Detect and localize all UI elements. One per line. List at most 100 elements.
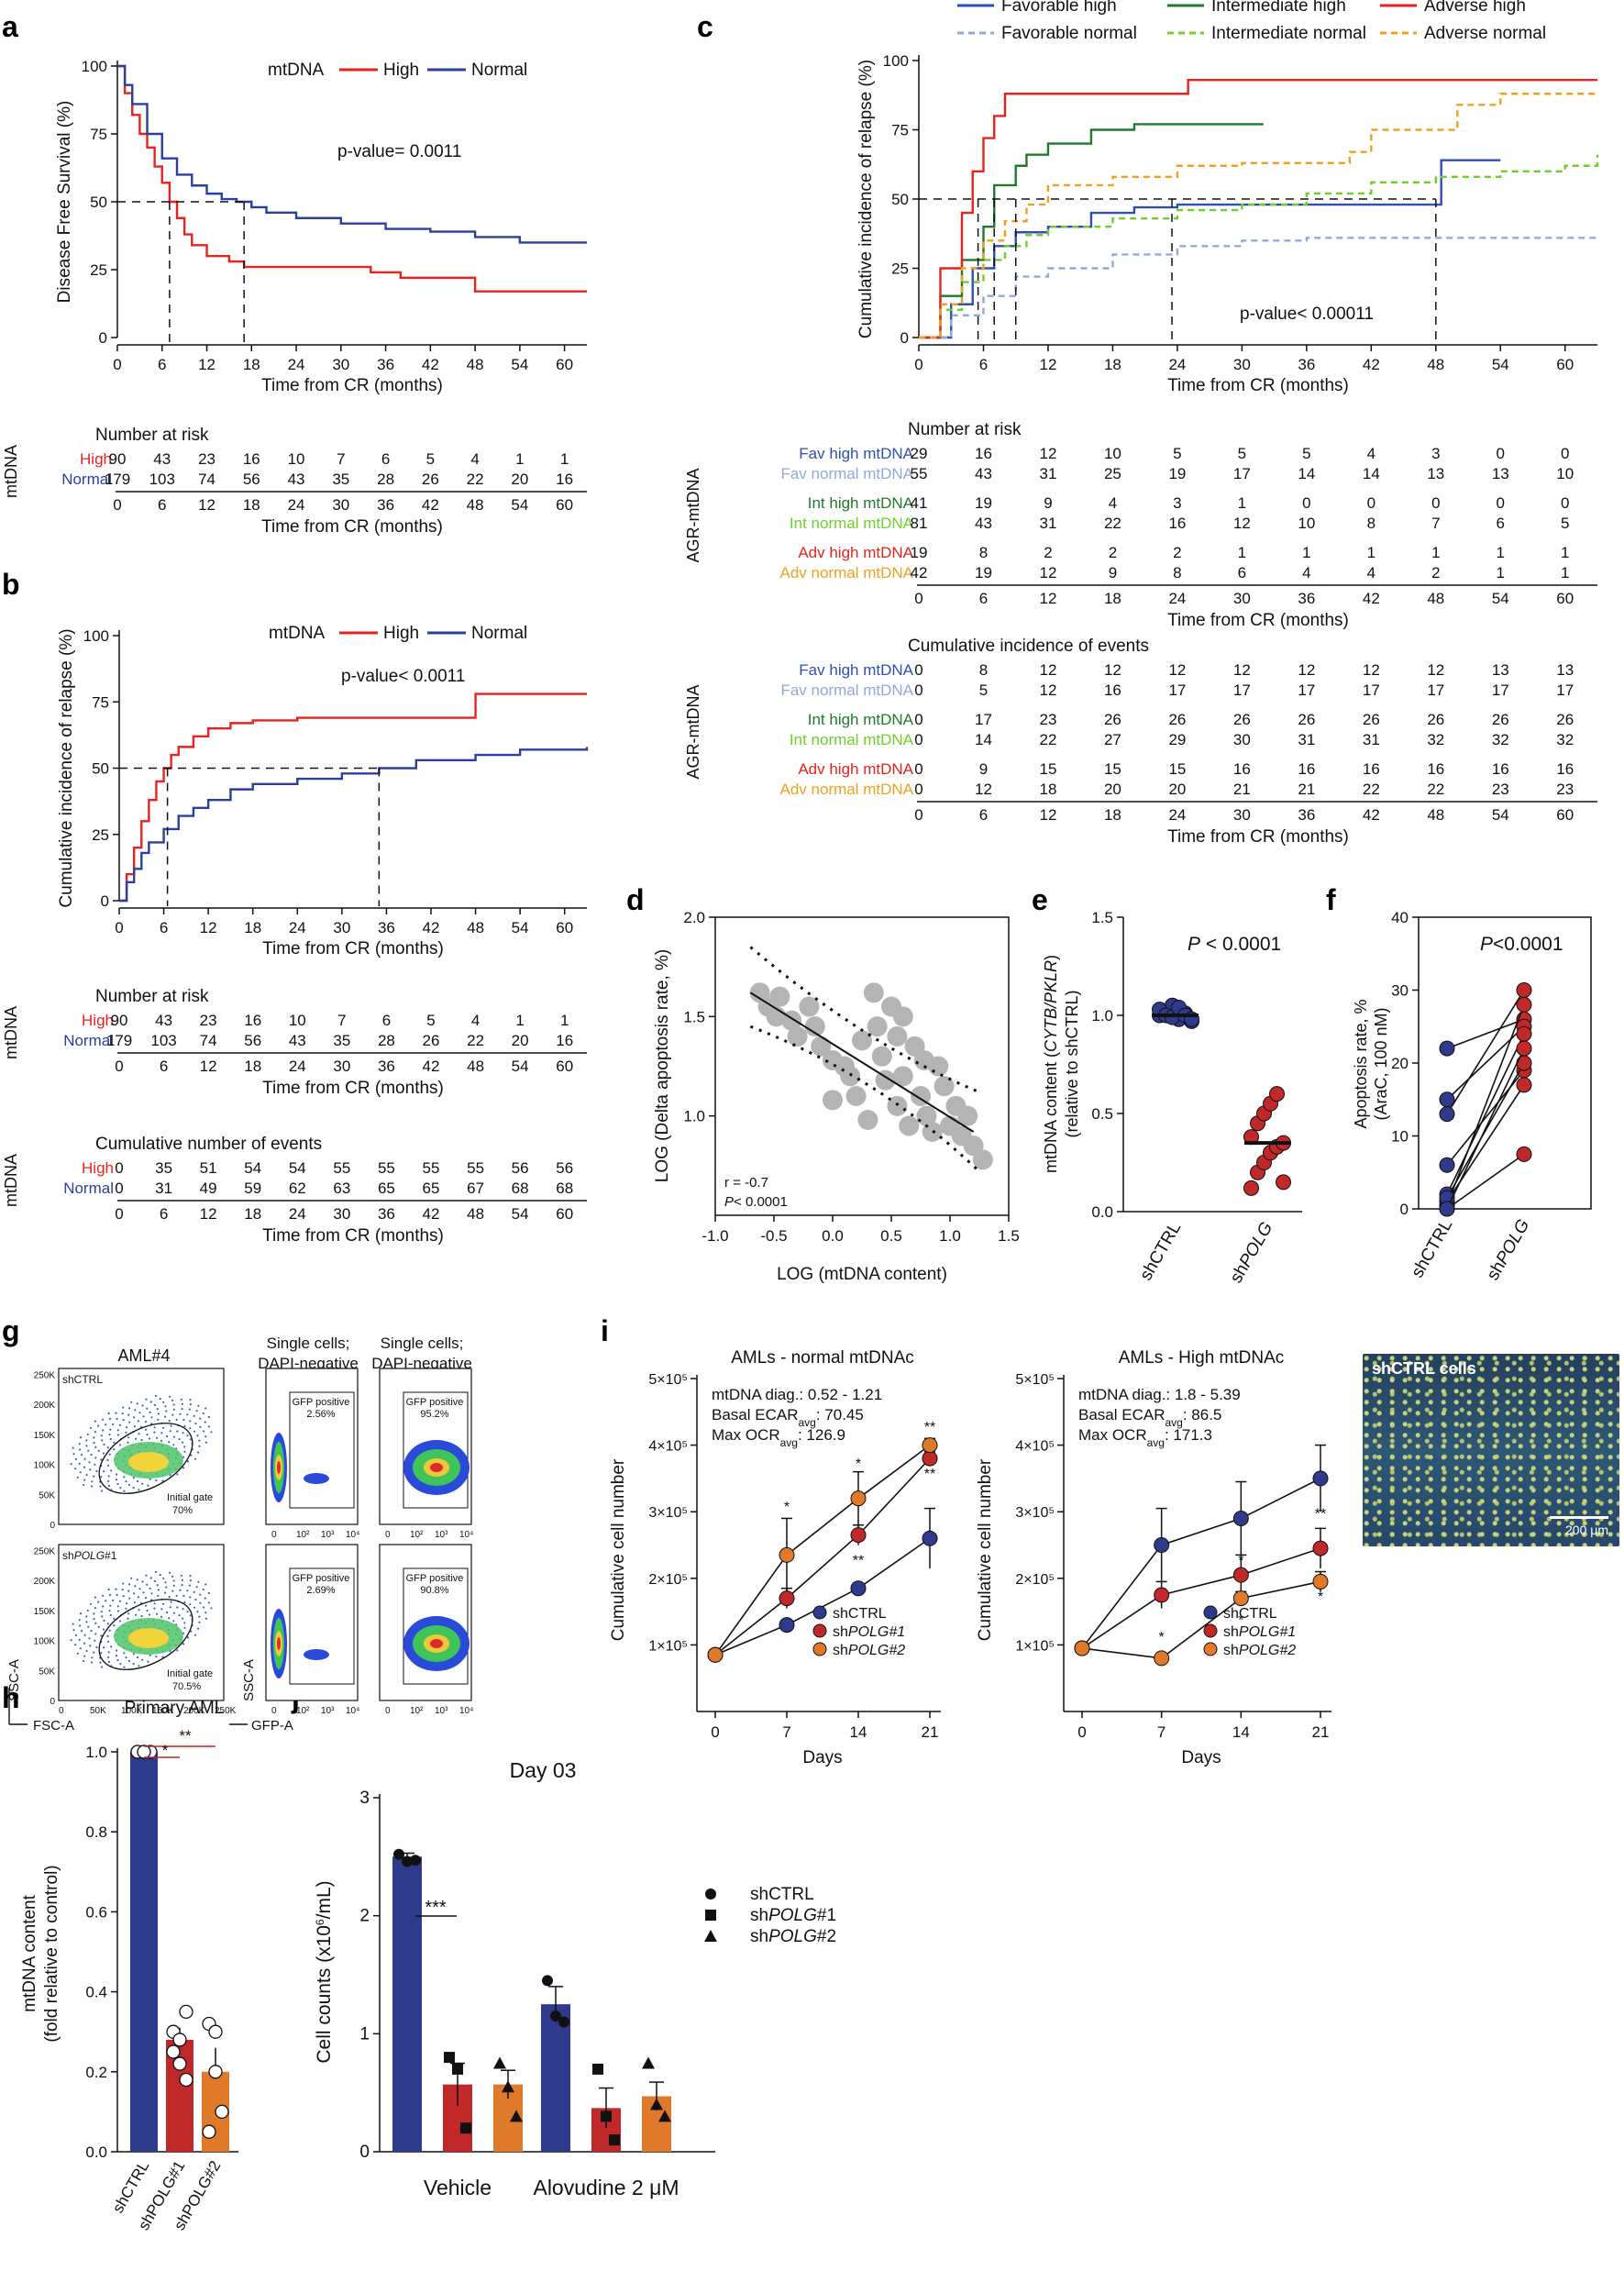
- x-tick-label: 21: [1312, 1723, 1330, 1741]
- flow-event: [138, 1489, 140, 1491]
- shctrl-cells-photo: shCTRL cells 200 μm: [1363, 1354, 1619, 1546]
- panel-b-risk-tick-label: 36: [378, 1058, 395, 1075]
- flow-event: [171, 1575, 174, 1578]
- panel-c-events-cell: 16: [1104, 681, 1121, 699]
- flow-event: [168, 1617, 171, 1620]
- panel-b-risk-cell: 74: [200, 1032, 217, 1049]
- panel-b-events-cell: 31: [155, 1180, 172, 1197]
- flow-event: [89, 1468, 92, 1471]
- flow-event: [144, 1421, 148, 1423]
- info-line-2: Basal ECARavg: 70.45: [712, 1406, 864, 1429]
- legend-label: shPOLG#2: [750, 1927, 836, 1946]
- flow-event: [93, 1441, 95, 1445]
- flow-density: [277, 1637, 281, 1650]
- data-point: [887, 1026, 908, 1047]
- y-tick-label: 0.5: [1091, 1105, 1113, 1123]
- panel-b-x-tick-label: 42: [423, 919, 440, 936]
- flow-event: [83, 1466, 86, 1468]
- flow-event: [122, 1582, 125, 1585]
- panel-c-risk-tick-label: 42: [1363, 590, 1380, 607]
- panel-b-risk-cell: 16: [556, 1032, 573, 1049]
- data-point: [887, 1095, 908, 1116]
- gate-label: Initial gate: [167, 1492, 213, 1503]
- y-tick-label: 2×10⁵: [1015, 1572, 1055, 1588]
- flow-event: [142, 1415, 145, 1418]
- flow-event: [207, 1591, 210, 1595]
- panel-a-risk-cell: 103: [149, 471, 175, 488]
- gfp-gate-value: 90.8%: [420, 1585, 448, 1596]
- panel-a-risk-tick-label: 48: [467, 496, 484, 514]
- flow-event: [159, 1574, 161, 1577]
- panel-letter-h: h: [2, 1681, 20, 1714]
- panel-b-events-cell: 0: [115, 1159, 123, 1177]
- flow-event: [133, 1601, 136, 1604]
- flow-event: [160, 1615, 163, 1618]
- panel-b-y-label: Cumulative incidence of relapse (%): [57, 628, 76, 907]
- flow-y-tick-label: 100K: [34, 1461, 56, 1471]
- flow-event: [165, 1410, 168, 1412]
- flow-title: AML#4: [117, 1346, 170, 1365]
- panel-b-events-tick-label: 12: [200, 1205, 217, 1223]
- legend-label: shPOLG#2: [1223, 1643, 1296, 1658]
- panel-letter-g: g: [2, 1314, 20, 1347]
- flow-event: [107, 1660, 111, 1663]
- panel-i-high-growth-chart: 1×10⁵ 2×10⁵ 3×10⁵ 4×10⁵ 5×10⁵ 0 7 14 21 Days AMLs …: [976, 1348, 1331, 1767]
- flow-event: [150, 1416, 153, 1419]
- flow-event: [182, 1608, 184, 1611]
- flow-event: [87, 1449, 90, 1452]
- significance-mark: *: [1318, 1590, 1323, 1605]
- chart-title: AMLs - High mtDNAc: [1119, 1348, 1285, 1368]
- flow-event: [203, 1430, 205, 1433]
- panel-a-risk-cell: 43: [288, 471, 305, 488]
- flow-event: [91, 1656, 94, 1659]
- pair-connector: [1446, 1025, 1525, 1101]
- triangle-marker-icon: [642, 2056, 655, 2069]
- group-label-alovudine: Alovudine 2 μM: [533, 2176, 679, 2199]
- category-label: shPOLG: [1227, 1219, 1277, 1287]
- flow-event: [105, 1600, 107, 1602]
- flow-gate: [98, 1599, 193, 1670]
- flow-event: [79, 1612, 83, 1615]
- y-tick-label: 1.5: [1091, 909, 1113, 926]
- data-point: [1269, 1086, 1285, 1102]
- flow-event: [122, 1419, 125, 1422]
- flow-event: [118, 1423, 121, 1426]
- flow-event: [89, 1426, 93, 1429]
- panel-b-risk-cell: 4: [471, 1012, 480, 1029]
- info-line-3: Max OCRavg: 126.9: [712, 1426, 845, 1449]
- panel-c-events-cell: 12: [1039, 681, 1056, 699]
- data-point: [899, 1115, 920, 1136]
- data-point: [172, 2056, 187, 2071]
- panel-b-events-cell: 68: [512, 1180, 529, 1197]
- flow-event: [138, 1588, 141, 1590]
- data-point: [892, 1006, 913, 1027]
- y-tick-label: 4×10⁵: [648, 1439, 688, 1455]
- flow-event: [94, 1431, 96, 1434]
- panel-b-events-title: Cumulative number of events: [95, 1135, 322, 1154]
- flow-event: [189, 1403, 192, 1406]
- flow-event: [138, 1412, 141, 1414]
- panel-c-risk-cell: 4: [1367, 564, 1375, 582]
- triangle-marker-icon: [510, 2110, 523, 2122]
- info-line-3: Max OCRavg: 171.3: [1078, 1426, 1212, 1449]
- circle-marker-icon: [705, 1889, 716, 1900]
- gfp-tick-label: 10³: [435, 1706, 448, 1716]
- panel-c-risk-cell: 29: [911, 445, 928, 462]
- panel-c-events-title: Cumulative incidence of events: [908, 637, 1149, 656]
- flow-event: [153, 1426, 156, 1429]
- x-tick-label: -0.5: [760, 1227, 787, 1245]
- flow-event: [207, 1425, 210, 1428]
- panel-c-risk-row-label: Fav normal mtDNA: [780, 465, 913, 482]
- panel-b-risk-cell: 20: [512, 1032, 529, 1049]
- flow-event: [203, 1606, 205, 1609]
- panel-c-events-tick-label: 30: [1233, 806, 1251, 824]
- panel-b-risk-cell: 22: [467, 1032, 484, 1049]
- panel-b-events-cell: 67: [467, 1180, 484, 1197]
- data-point: [779, 1546, 795, 1563]
- gate-label: Initial gate: [167, 1668, 213, 1679]
- flow-event: [153, 1602, 156, 1605]
- flow-event: [109, 1428, 112, 1431]
- flow-event: [176, 1649, 179, 1652]
- panel-c-risk-cell: 10: [1298, 515, 1315, 532]
